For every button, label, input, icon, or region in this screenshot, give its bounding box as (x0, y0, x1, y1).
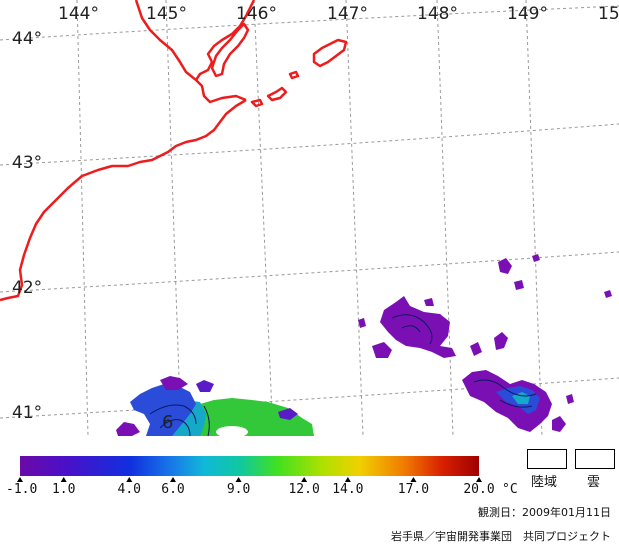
color-scale-tick-mark (235, 477, 242, 482)
color-scale-tick-mark (410, 477, 417, 482)
sst-purple-patch (514, 280, 524, 290)
parallel-lines (0, 5, 619, 419)
color-scale-tick-mark (17, 477, 23, 482)
color-scale-tick-mark (170, 477, 176, 482)
sst-purple-patch (380, 296, 456, 358)
color-scale-tick-label: 12.0 (288, 482, 319, 497)
isotherm-label: 6 (162, 412, 173, 433)
meridian-lines (76, 0, 543, 436)
sst-patches (116, 254, 612, 436)
color-scale-tick-mark (301, 477, 308, 482)
lon-label: 146° (236, 4, 277, 24)
sst-purple-patch (494, 332, 508, 350)
cloud-legend-box (575, 449, 615, 469)
land-legend-label: 陸域 (531, 475, 558, 490)
sst-purple-patch (196, 380, 214, 392)
lat-label: 42° (12, 278, 42, 298)
color-scale-tick-mark (344, 477, 351, 482)
lon-label: 144° (58, 4, 99, 24)
sst-purple-patch (552, 416, 566, 432)
sst-purple-patch (566, 394, 574, 404)
coastline (0, 0, 348, 302)
lon-label: 15 (598, 4, 619, 24)
lon-label: 149° (507, 4, 548, 24)
cloud-legend-label: 雲 (587, 475, 601, 490)
color-scale-tick-label: 4.0 (118, 482, 141, 497)
sst-purple-patch (604, 290, 612, 298)
sst-purple-patch (358, 318, 366, 328)
sst-purple-patch (278, 408, 298, 420)
color-scale-tick-label: 9.0 (227, 482, 250, 497)
sst-purple-patch (160, 376, 188, 390)
lat-label: 43° (12, 153, 42, 173)
lat-labels: 44° 43° 42° 41° (12, 29, 42, 423)
sst-purple-patch (470, 342, 482, 356)
color-scale-tick-label: 1.0 (52, 482, 75, 497)
sst-map: 144° 145° 146° 147° 148° 149° 15 44° 43°… (0, 0, 619, 436)
color-scale-tick-mark (476, 477, 482, 482)
color-scale-tick-mark (126, 477, 133, 482)
lon-label: 147° (327, 4, 368, 24)
sst-purple-patch (116, 422, 140, 436)
color-scale-tick-label: 6.0 (161, 482, 184, 497)
credit-text: 岩手県／宇宙開発事業団 共同プロジェクト (391, 530, 611, 543)
lat-label: 44° (12, 29, 42, 49)
sst-purple-patch (424, 298, 434, 306)
lat-label: 41° (12, 403, 42, 423)
sst-purple-patch (372, 342, 392, 358)
color-scale-unit: °C (502, 482, 518, 497)
land-legend-box (527, 449, 567, 469)
color-scale-ticks: -1.0 1.0 4.0 6.0 9.0 12.0 14.0 17.0 20.0 (6, 477, 495, 497)
lon-label: 145° (146, 4, 187, 24)
observation-date: 観測日：2009年01月11日 (478, 506, 611, 519)
sst-purple-patch (532, 254, 540, 262)
color-scale-gradient (20, 456, 479, 476)
sst-purple-patch (498, 258, 512, 274)
lon-label: 148° (417, 4, 458, 24)
color-scale-tick-mark (60, 477, 67, 482)
color-scale-tick-label: -1.0 (6, 482, 37, 497)
color-scale-tick-label: 20.0 (463, 482, 494, 497)
lon-labels: 144° 145° 146° 147° 148° 149° 15 (58, 4, 619, 24)
color-scale-tick-label: 17.0 (398, 482, 429, 497)
color-scale-tick-label: 14.0 (332, 482, 363, 497)
color-scale: -1.0 1.0 4.0 6.0 9.0 12.0 14.0 17.0 20.0 °C (6, 456, 518, 497)
sst-blue-patch (130, 384, 196, 436)
